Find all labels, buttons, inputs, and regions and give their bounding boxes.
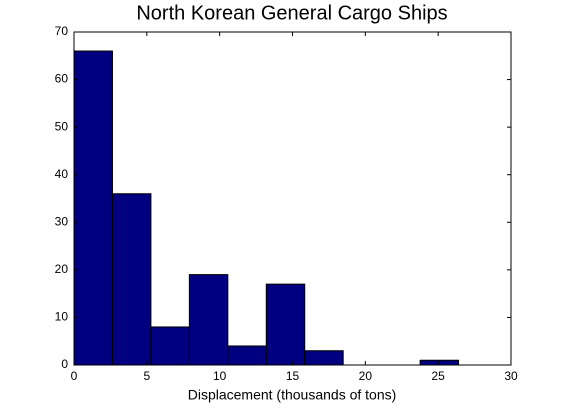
bar [227,345,267,366]
bar [111,193,152,366]
bar [73,50,113,366]
bar [188,274,229,366]
chart-title: North Korean General Cargo Ships [136,2,447,24]
y-tick-label: 60 [55,72,69,86]
bar [265,283,306,366]
bar [150,326,190,366]
y-tick-label: 20 [55,262,69,276]
x-axis-label: Displacement (thousands of tons) [188,387,397,403]
y-tick-label: 0 [61,357,68,371]
x-tick-label: 10 [213,369,227,383]
bar [304,350,344,366]
y-tick-label: 50 [55,119,69,133]
y-tick-label: 70 [55,24,69,38]
y-tick-label: 40 [55,167,69,181]
y-tick-label: 10 [55,310,69,324]
x-tick-label: 20 [359,369,373,383]
x-tick-label: 5 [143,369,150,383]
bar [419,359,460,366]
x-tick-label: 25 [431,369,445,383]
x-tick-label: 15 [286,369,300,383]
x-tick-label: 30 [504,369,518,383]
x-tick-label: 0 [71,369,78,383]
y-tick-label: 30 [55,214,69,228]
